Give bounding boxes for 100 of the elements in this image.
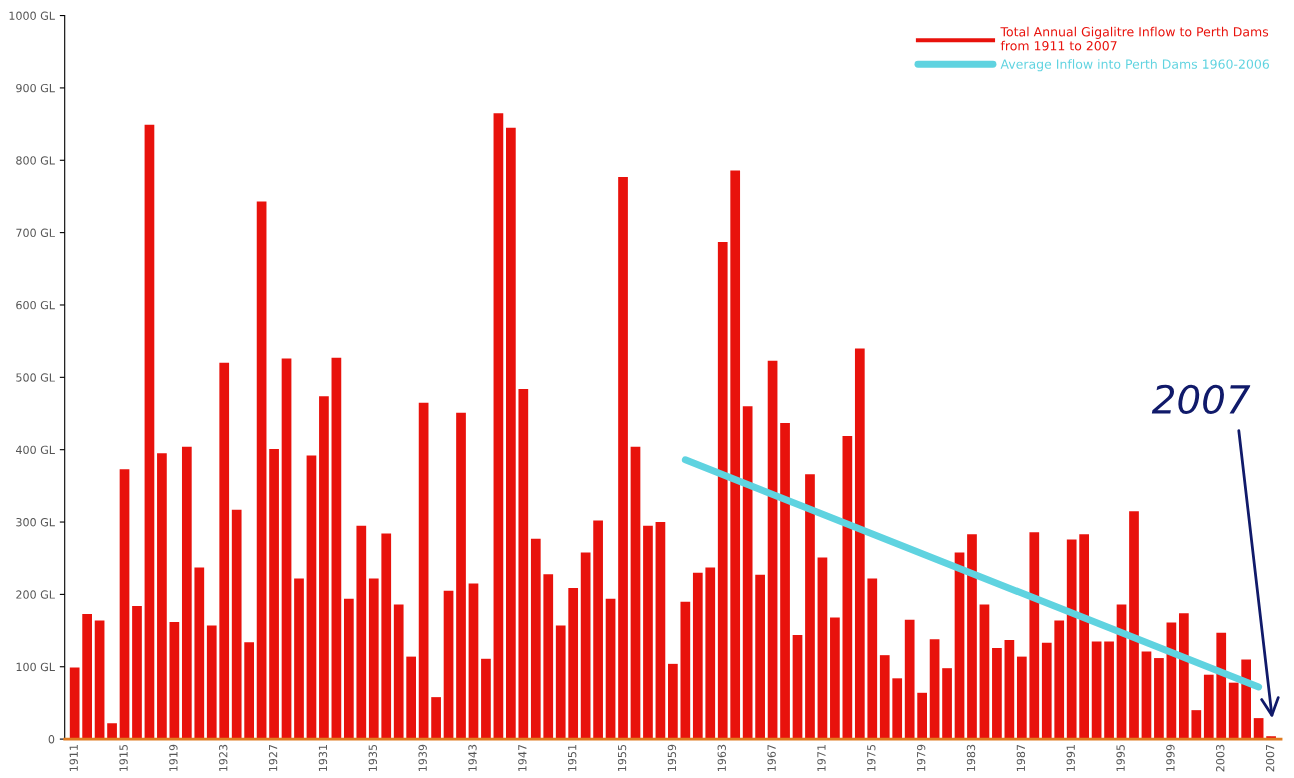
x-tick-label: 1955 — [617, 744, 627, 772]
text: Total Annual Gigalitre Inflow to Perth Dams from 1911 to 2007 — [1000, 26, 1269, 51]
bar — [144, 124, 155, 740]
bar — [755, 574, 765, 740]
y-tick-label: 600 GL — [16, 300, 55, 310]
bar — [929, 639, 940, 740]
bar — [518, 388, 529, 740]
bar — [680, 601, 691, 740]
bar — [605, 598, 616, 740]
bar — [867, 578, 878, 740]
x-tick-label: 1963 — [717, 744, 726, 772]
y-tick-label: 200 GL — [16, 590, 55, 599]
x-tick-label: 1919 — [169, 744, 178, 772]
bar — [456, 412, 466, 740]
bar — [1091, 641, 1102, 740]
bar — [119, 469, 130, 740]
bar — [244, 642, 255, 740]
bar — [269, 448, 279, 740]
bar — [69, 667, 80, 740]
x-tick-label: 1975 — [867, 744, 876, 772]
bar — [281, 358, 292, 740]
x-tick-label: 1911 — [69, 744, 78, 772]
bar — [231, 509, 242, 740]
y-tick-label: 0 — [48, 735, 55, 744]
bar — [692, 572, 703, 740]
bar — [169, 621, 180, 740]
bar — [368, 578, 379, 740]
bar — [879, 655, 890, 740]
bar — [94, 620, 105, 740]
bar — [219, 362, 230, 740]
bar — [107, 723, 117, 740]
x-tick-label: 1939 — [418, 744, 427, 772]
bar — [1216, 632, 1227, 740]
bar — [792, 634, 803, 740]
bar — [319, 396, 329, 740]
x-tick-label: 1915 — [119, 744, 128, 772]
bar — [668, 663, 678, 740]
bar — [1066, 539, 1077, 740]
x-tick-label: 1971 — [817, 744, 826, 772]
bar — [82, 613, 92, 740]
y-tick-label: 500 GL — [16, 373, 55, 382]
bar — [854, 348, 865, 740]
y-tick-label: 300 GL — [16, 518, 55, 527]
bar — [194, 567, 205, 740]
bar — [1241, 659, 1252, 740]
bar — [1129, 511, 1139, 740]
bar — [568, 587, 579, 740]
x-tick-label: 1931 — [318, 744, 328, 772]
bar — [331, 357, 342, 740]
bar — [157, 453, 167, 740]
x-tick-label: 1927 — [268, 744, 278, 772]
bar — [381, 533, 392, 740]
bar — [1191, 710, 1202, 740]
bar — [979, 604, 990, 740]
y-tick-label: 100 GL — [16, 662, 55, 672]
bar — [630, 446, 641, 740]
bar — [1079, 534, 1090, 740]
bar — [643, 525, 653, 740]
x-tick-label: 2007 — [1265, 744, 1275, 772]
bar — [206, 625, 217, 740]
bar — [618, 176, 628, 740]
bar — [506, 127, 516, 740]
x-tick-label: 1943 — [468, 744, 477, 772]
bar — [1041, 642, 1052, 740]
bar — [1178, 613, 1189, 740]
y-tick-label: 700 GL — [16, 228, 55, 237]
bar — [1016, 656, 1027, 740]
bar — [356, 525, 367, 740]
x-tick-label: 1951 — [568, 744, 577, 772]
annotation: 2007 — [1151, 384, 1251, 415]
bar — [1154, 658, 1164, 740]
y-tick-label: 400 GL — [15, 445, 55, 455]
bar — [830, 617, 840, 740]
bar — [343, 598, 354, 740]
bar — [393, 604, 404, 740]
bar — [481, 658, 491, 740]
bar — [530, 538, 541, 740]
bar — [655, 522, 666, 740]
bar — [942, 668, 952, 740]
bar — [904, 619, 915, 740]
x-tick-label: 1935 — [368, 744, 377, 772]
bar — [132, 605, 142, 740]
bar — [892, 678, 903, 740]
bar — [306, 455, 317, 740]
x-tick-label: 1987 — [1016, 744, 1026, 772]
bar — [917, 692, 927, 740]
x-tick-label: 1999 — [1166, 744, 1175, 772]
bar — [1104, 641, 1114, 740]
y-tick-label: 900 GL — [16, 83, 55, 93]
bar — [817, 557, 828, 740]
y-tick-label: 800 GL — [16, 156, 55, 165]
bar — [555, 625, 566, 740]
bar — [580, 552, 591, 740]
y-tick-label: 1000 GL — [9, 11, 55, 20]
bar — [1029, 532, 1040, 740]
bar — [780, 422, 790, 740]
bar — [967, 534, 977, 740]
bar — [543, 574, 554, 740]
bar — [705, 567, 716, 740]
bar — [1054, 620, 1065, 740]
